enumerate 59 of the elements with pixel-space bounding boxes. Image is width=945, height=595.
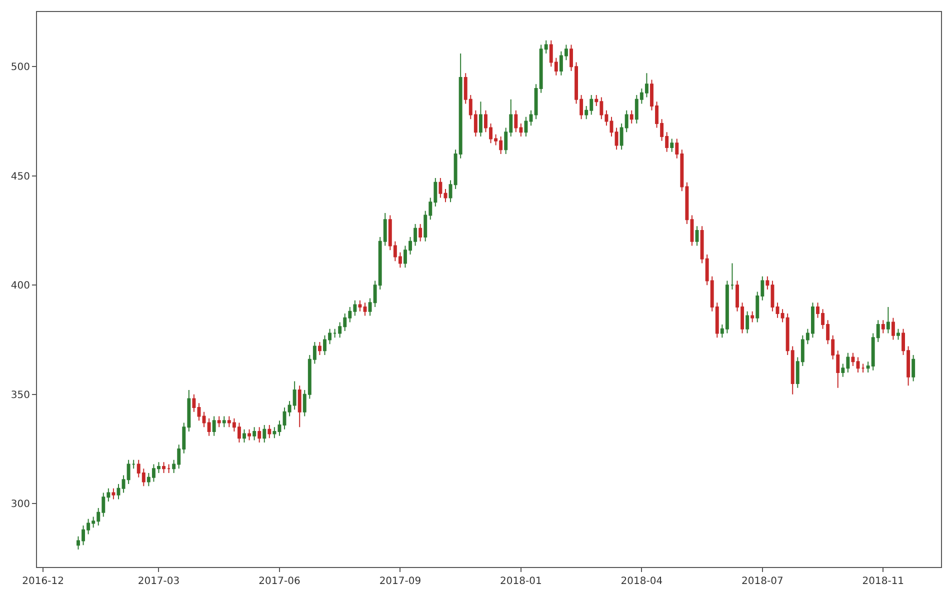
candlestick [776,302,780,318]
candlestick [268,424,272,439]
candlestick [162,462,166,474]
candlestick [695,226,699,246]
candlestick [298,385,302,428]
x-tick-label: 2017-09 [379,576,422,587]
x-tick-label: 2018-07 [742,576,784,587]
candlestick [851,352,855,366]
candlestick [478,101,482,138]
candlestick [248,428,252,441]
candlestick [333,328,337,338]
y-tick-label: 350 [10,390,30,401]
x-tick-label: 2016-12 [22,576,64,587]
candlestick [418,223,422,242]
candlestick [610,116,614,138]
candlestick [444,188,448,203]
candlestick [529,110,533,126]
candlestick [891,317,895,340]
candlestick [192,394,196,412]
candlestick [881,320,885,334]
x-tick-label: 2018-01 [500,576,542,587]
x-tick-label: 2017-06 [258,576,300,587]
candlestick [730,262,734,290]
y-tick-label: 400 [10,280,30,292]
x-tick-label: 2018-11 [862,576,904,587]
candlestick [912,354,916,382]
candlestick [690,214,694,246]
candlestick [318,341,322,356]
candlestick [197,402,201,422]
candlestick [746,310,750,334]
candlestick [222,416,226,428]
candlestick [242,428,246,443]
candlestick [670,138,674,152]
y-tick-label: 450 [10,171,30,182]
candlestick [217,416,221,428]
candlestick [282,406,286,430]
candlestick [438,178,442,198]
candlestick [750,310,754,323]
y-tick-label: 500 [10,62,30,74]
candlestick [212,416,216,436]
candlestick [116,483,120,500]
y-tick-label: 300 [10,499,30,510]
candlestick [363,302,367,316]
x-tick-label: 2018-04 [620,576,663,587]
candlestick [262,424,266,443]
candlestick [524,116,528,138]
candlestick [896,328,900,340]
candlestick [614,127,618,150]
candlestick [630,110,634,124]
candlestick [856,356,860,374]
candlestick [861,363,865,374]
candlestick [132,459,136,470]
x-tick-label: 2017-03 [138,576,180,587]
candlestick [112,488,116,500]
candlestick [358,300,362,312]
candlestick [886,306,890,334]
candlestick [252,426,256,441]
candlestick [258,426,262,443]
candlestick [167,464,171,474]
